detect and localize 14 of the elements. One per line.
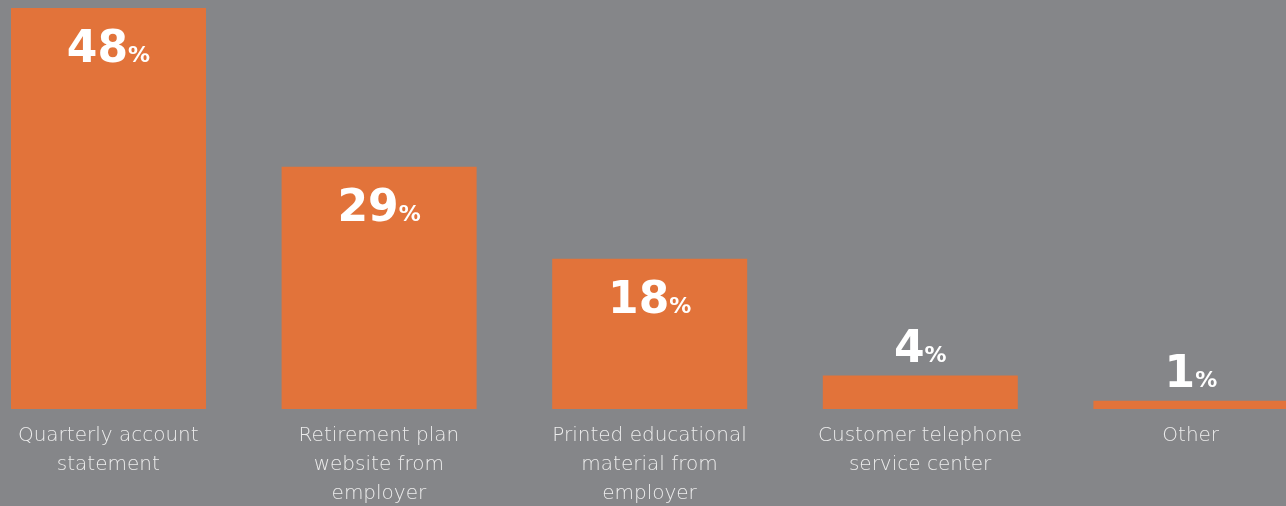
x-tick-label: Printed educational material from employer: [552, 422, 747, 504]
data-label: 29%: [337, 179, 421, 231]
x-tick-label: Retirement plan website from employer: [298, 422, 460, 504]
bar: [822, 375, 1018, 409]
x-tick-label: Quarterly account statement: [17, 422, 199, 475]
x-tick-label: Other: [1162, 422, 1220, 446]
data-label: 48%: [66, 21, 151, 72]
data-label: 4%: [893, 320, 947, 372]
x-tick-label: Customer telephone service center: [818, 422, 1023, 475]
data-label: 18%: [608, 271, 692, 323]
bar: [552, 258, 748, 409]
bar: [281, 166, 477, 409]
bar: [11, 8, 206, 409]
data-label: 1%: [1164, 345, 1218, 397]
